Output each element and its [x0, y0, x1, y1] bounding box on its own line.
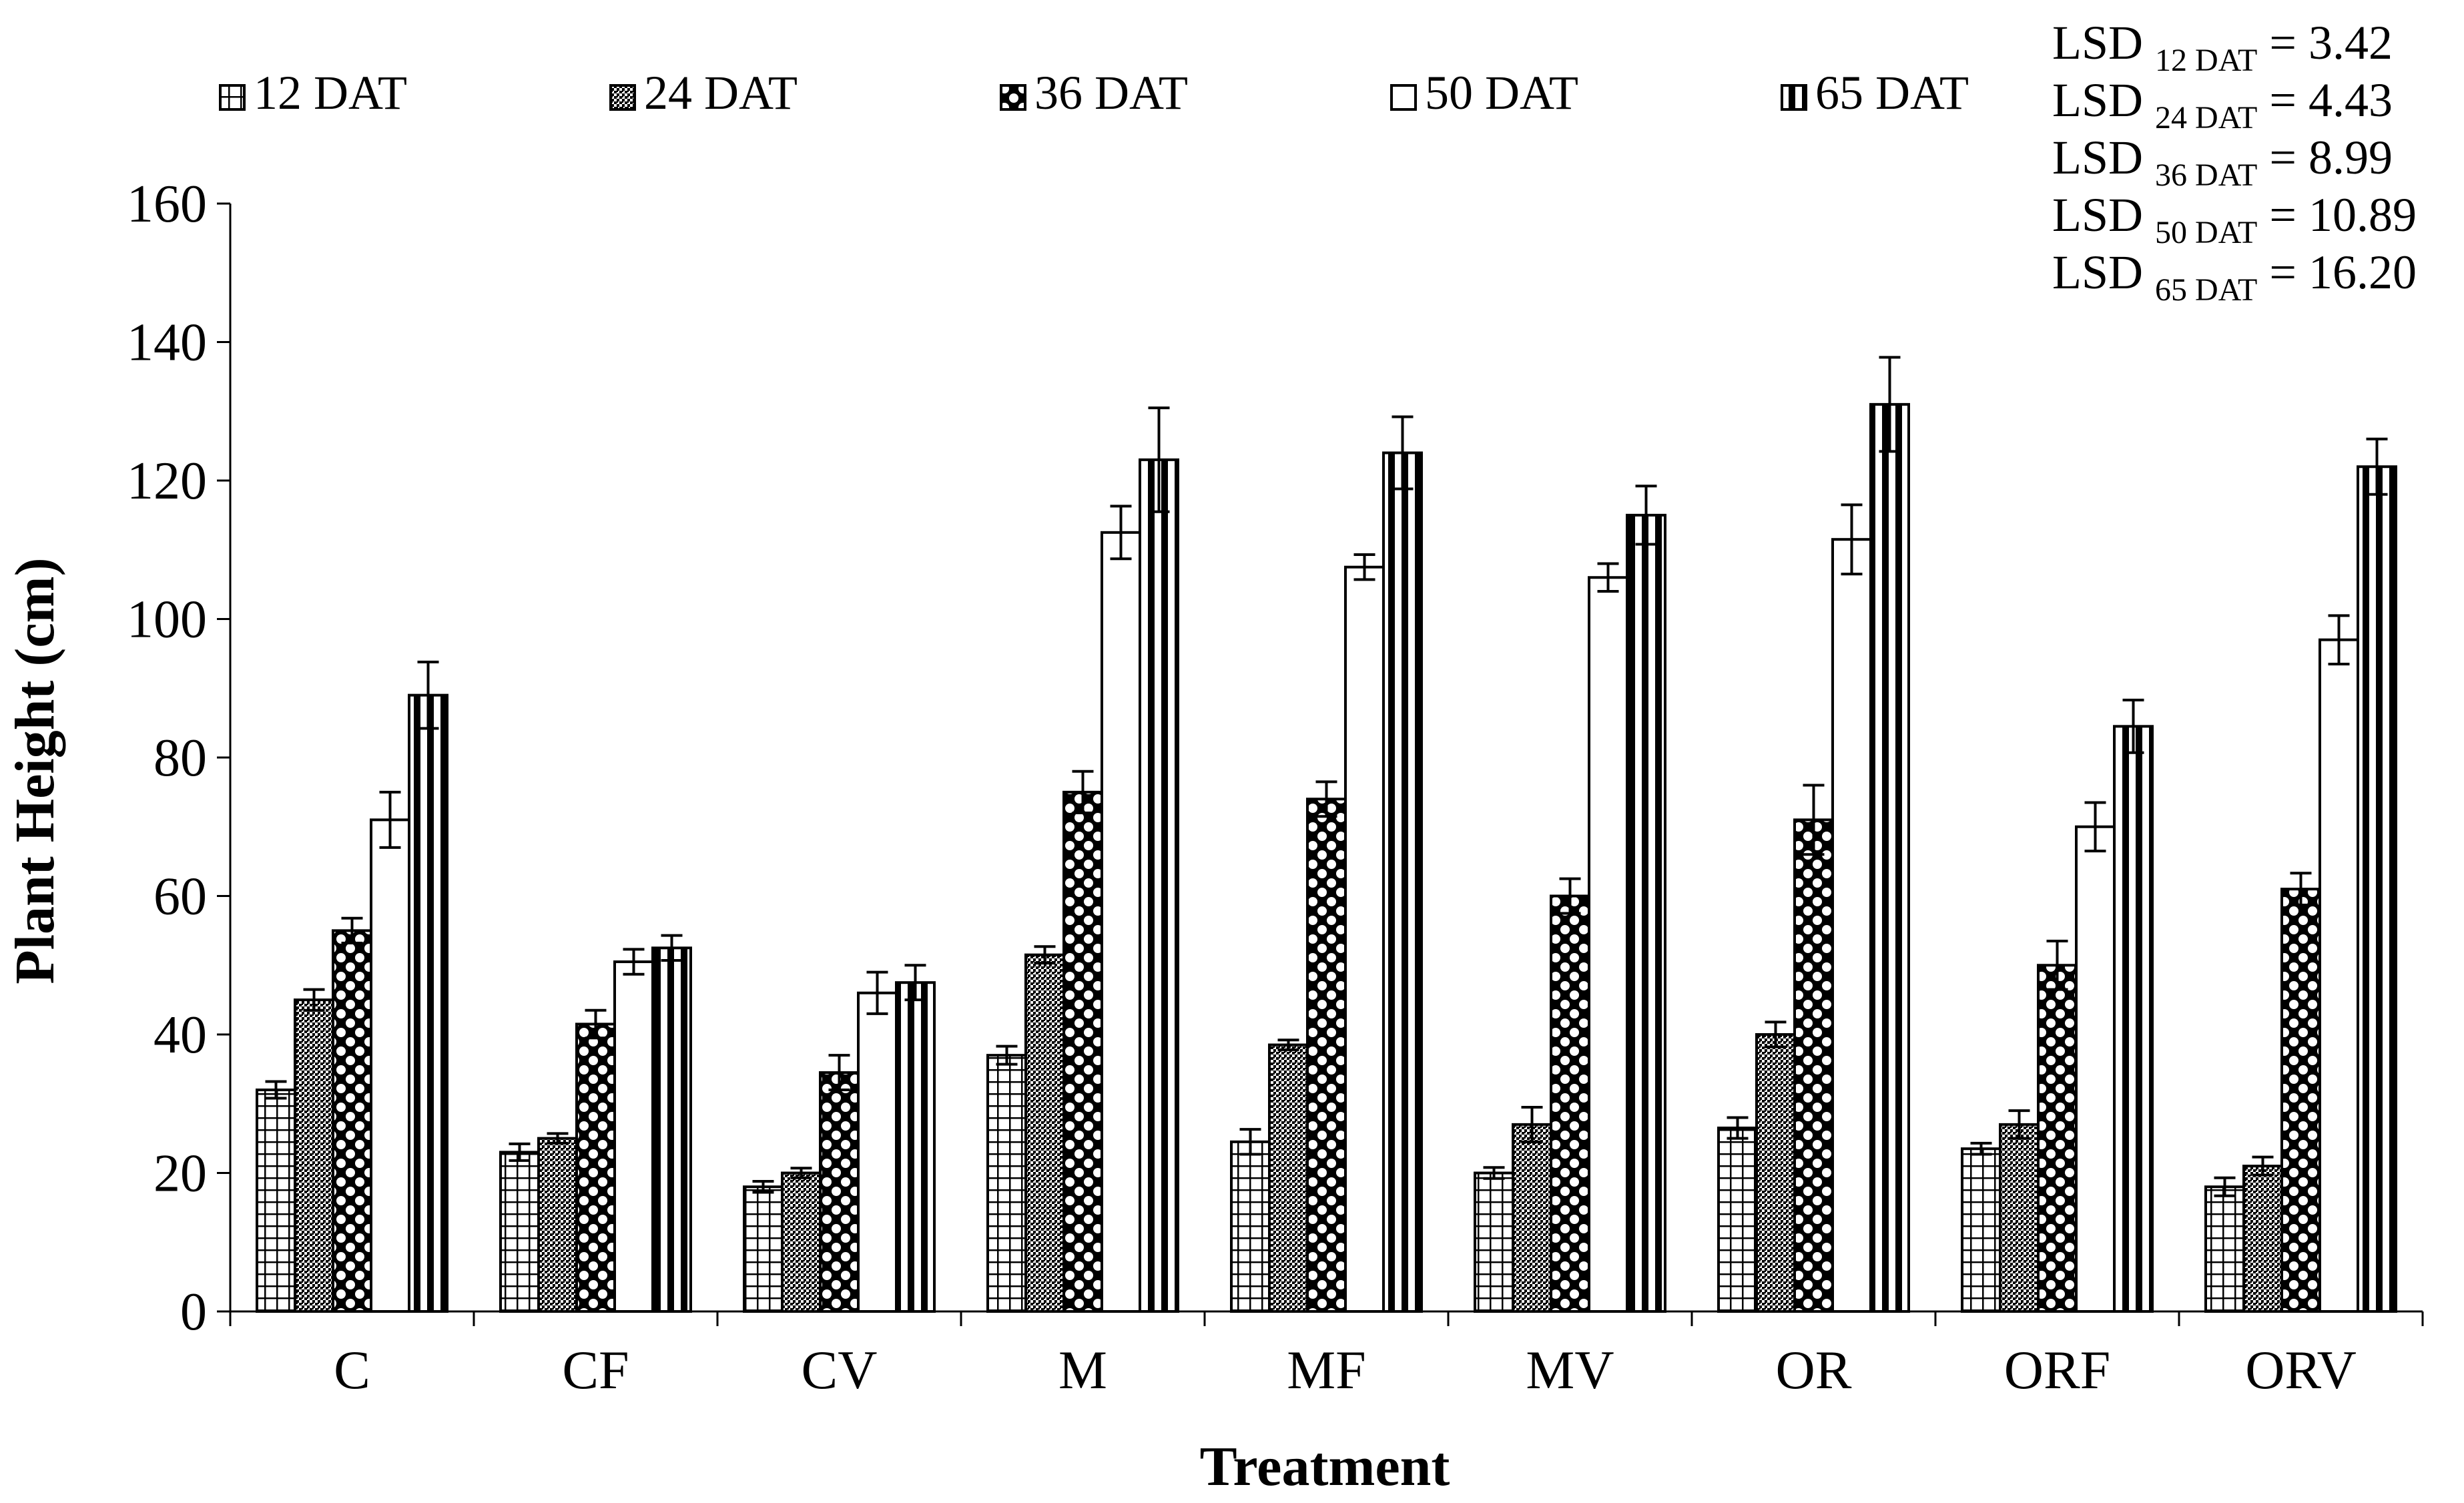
y-axis-title: Plant Height (cm) — [4, 557, 66, 984]
x-axis-ticks: C CF CV M MF MV OR ORF ORV — [229, 1311, 2424, 1400]
legend-swatch — [219, 84, 246, 111]
bar — [2037, 964, 2078, 1313]
bar — [2242, 1165, 2283, 1313]
lsd-line: LSD 65 DAT = 16.20 — [2052, 246, 2417, 308]
y-tick-label: 0 — [180, 1283, 207, 1341]
bar — [857, 991, 898, 1313]
bar — [743, 1185, 784, 1313]
bar — [294, 998, 334, 1313]
x-tick-label: MF — [1287, 1339, 1366, 1400]
bar — [1382, 451, 1423, 1313]
bar — [1268, 1043, 1309, 1313]
bar — [651, 946, 692, 1313]
error-bars — [265, 356, 2388, 1197]
bar — [1230, 1140, 1271, 1313]
bar — [1024, 953, 1065, 1313]
legend: 12 DAT 24 DAT 36 DAT 50 DAT 65 DAT — [219, 66, 1969, 119]
x-tick-label: OR — [1776, 1339, 1852, 1400]
bar — [1101, 531, 1141, 1313]
bar — [408, 693, 448, 1313]
lsd-line: LSD 36 DAT = 8.99 — [2052, 131, 2393, 193]
bar — [2204, 1185, 2245, 1313]
bar — [819, 1071, 860, 1313]
bar — [1999, 1123, 2040, 1313]
bar — [613, 960, 654, 1313]
legend-label: 12 DAT — [254, 66, 407, 119]
y-tick-label: 120 — [127, 452, 207, 511]
bar — [370, 818, 410, 1313]
bar — [1717, 1127, 1758, 1313]
bar — [1793, 818, 1834, 1313]
x-axis-title: Treatment — [1200, 1436, 1450, 1498]
bar — [1550, 894, 1590, 1313]
y-tick-label: 20 — [153, 1145, 207, 1203]
lsd-line: LSD 24 DAT = 4.43 — [2052, 73, 2393, 135]
bar — [2075, 825, 2116, 1313]
y-tick-label: 140 — [127, 314, 207, 372]
legend-swatch — [609, 84, 636, 111]
bar — [499, 1151, 540, 1313]
bars — [256, 402, 2397, 1313]
legend-label: 50 DAT — [1425, 66, 1578, 119]
bar — [575, 1022, 616, 1313]
y-tick-label: 40 — [153, 1006, 207, 1065]
bar — [1512, 1123, 1552, 1313]
lsd-line: LSD 12 DAT = 3.42 — [2052, 16, 2393, 78]
y-tick-label: 80 — [153, 729, 207, 788]
legend-label: 24 DAT — [644, 66, 798, 119]
bar — [1344, 565, 1385, 1313]
legend-label: 36 DAT — [1034, 66, 1188, 119]
bar — [332, 929, 372, 1313]
bar — [1139, 458, 1179, 1313]
legend-swatch — [1781, 84, 1807, 111]
y-axis-ticks: 0 20 40 60 80 100 120 140 160 — [127, 175, 230, 1341]
bar — [2113, 725, 2154, 1313]
bar — [1306, 798, 1347, 1313]
bar — [2280, 888, 2321, 1313]
bar — [1755, 1033, 1796, 1313]
bar — [986, 1054, 1027, 1313]
bar — [1588, 576, 1628, 1313]
bar — [1961, 1147, 2001, 1313]
x-tick-label: ORV — [2245, 1339, 2357, 1400]
x-tick-label: MV — [1526, 1339, 1614, 1400]
lsd-line: LSD 50 DAT = 10.89 — [2052, 188, 2417, 250]
bar — [1474, 1171, 1514, 1313]
bar — [1062, 790, 1103, 1313]
legend-label: 65 DAT — [1815, 66, 1969, 119]
bar — [537, 1137, 578, 1313]
x-tick-label: ORF — [2004, 1339, 2111, 1400]
bar — [1869, 402, 1910, 1313]
x-tick-label: C — [334, 1339, 370, 1400]
y-tick-label: 60 — [153, 868, 207, 926]
legend-swatch — [1390, 84, 1417, 111]
x-tick-label: M — [1058, 1339, 1107, 1400]
x-tick-label: CF — [562, 1339, 629, 1400]
bar — [1831, 538, 1872, 1313]
bar — [2319, 638, 2359, 1313]
legend-swatch — [1000, 84, 1026, 111]
bar — [895, 981, 936, 1313]
bar — [2357, 465, 2397, 1313]
x-tick-label: CV — [802, 1339, 878, 1400]
bar — [781, 1171, 822, 1313]
y-tick-label: 100 — [127, 591, 207, 649]
bar — [1626, 513, 1666, 1313]
bar — [256, 1089, 296, 1313]
y-tick-label: 160 — [127, 175, 207, 234]
